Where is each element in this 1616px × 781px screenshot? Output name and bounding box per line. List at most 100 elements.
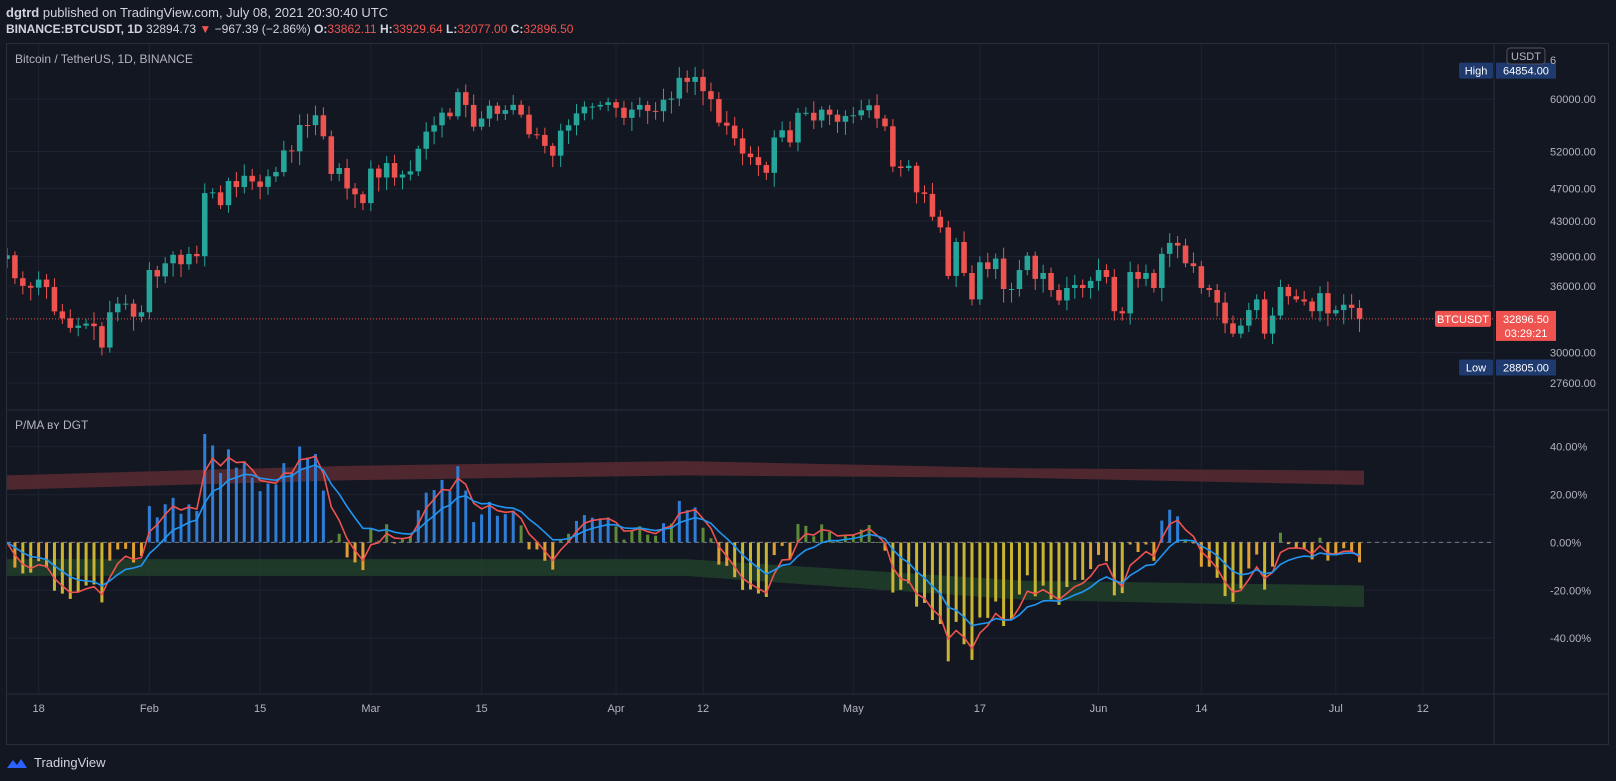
- candle: [858, 99, 865, 121]
- pma-histogram-bar: [1057, 542, 1061, 605]
- candle-body: [328, 136, 335, 174]
- candle: [194, 245, 200, 264]
- candle-body: [779, 130, 785, 138]
- candle: [795, 108, 801, 152]
- candle: [1008, 282, 1015, 303]
- candle-body: [1048, 272, 1054, 291]
- publisher-name[interactable]: dgtrd: [6, 5, 40, 20]
- candle-body: [1111, 276, 1118, 312]
- candle: [850, 107, 857, 124]
- chart-frame[interactable]: 60000.00 52000.00 47000.00 43000.00 39000.00…: [6, 43, 1609, 745]
- pma-histogram-bar: [337, 533, 341, 543]
- candle: [328, 130, 335, 181]
- pma-histogram-bar: [741, 542, 745, 590]
- candle: [882, 114, 888, 132]
- candle-body: [383, 163, 390, 178]
- pma-histogram-bar: [1286, 542, 1290, 545]
- candle: [629, 101, 635, 131]
- tradingview-logo-icon[interactable]: [6, 756, 28, 770]
- candle-body: [1301, 299, 1307, 302]
- candle: [146, 262, 153, 319]
- candle: [304, 113, 311, 138]
- pma-histogram-bar: [606, 517, 610, 543]
- candle-body: [1087, 280, 1094, 288]
- candle: [866, 99, 872, 118]
- pma-histogram-bar: [448, 491, 452, 543]
- candle-body: [1119, 311, 1126, 314]
- candle-body: [803, 112, 809, 114]
- candle-body: [391, 163, 398, 178]
- candle: [352, 183, 358, 208]
- candle: [281, 140, 287, 177]
- publish-info: dgtrd published on TradingView.com, July…: [6, 5, 388, 20]
- pma-histogram-bar: [440, 479, 444, 543]
- pma-histogram-bar: [796, 524, 800, 543]
- candle: [510, 94, 516, 115]
- pma-slow-line: [7, 464, 1360, 627]
- candle: [1127, 261, 1133, 325]
- candle: [1356, 299, 1363, 333]
- candle: [383, 156, 390, 191]
- pma-histogram-bar: [930, 542, 934, 621]
- pma-histogram-bar: [1191, 542, 1195, 544]
- candle-body: [629, 109, 635, 118]
- high-label-box: [1459, 62, 1493, 79]
- candle: [945, 220, 952, 280]
- candle-body: [977, 262, 983, 300]
- pma-histogram-bar: [1128, 542, 1132, 545]
- brand-name[interactable]: TradingView: [34, 755, 106, 770]
- low-value: 32077.00: [457, 22, 508, 36]
- candle: [241, 164, 248, 194]
- low-value-text: 28805.00: [1503, 362, 1549, 374]
- candle-body: [668, 98, 675, 100]
- time-tick-label: 17: [974, 703, 986, 715]
- pma-histogram-bar: [1104, 542, 1108, 562]
- osc-tick-label: 20.00%: [1550, 490, 1588, 502]
- candle-body: [739, 138, 746, 154]
- candle: [486, 100, 493, 127]
- candle-body: [407, 171, 414, 175]
- low-value-box: [1496, 359, 1556, 376]
- candle: [977, 256, 983, 305]
- candle-body: [154, 270, 161, 277]
- candle-body: [992, 258, 999, 270]
- price-tick-label: 43000.00: [1550, 216, 1596, 228]
- candle: [154, 265, 161, 289]
- candle-body: [470, 104, 477, 127]
- pma-histogram-bar: [1168, 509, 1172, 543]
- candle: [431, 116, 437, 145]
- candle: [20, 271, 26, 295]
- pma-histogram-bar: [843, 534, 847, 543]
- pma-histogram-bar: [408, 535, 412, 543]
- candle-body: [1214, 290, 1220, 303]
- candle: [953, 237, 959, 288]
- candle: [1222, 292, 1228, 334]
- pma-histogram-bar: [646, 534, 650, 543]
- pma-histogram-bar: [780, 542, 784, 546]
- pma-histogram-bar: [1176, 516, 1180, 543]
- candle: [1119, 307, 1126, 321]
- pma-histogram-bar: [899, 542, 903, 590]
- chart-svg[interactable]: 60000.00 52000.00 47000.00 43000.00 39000.00…: [7, 44, 1608, 744]
- pma-histogram-bar: [21, 542, 25, 574]
- candle-body: [621, 107, 627, 118]
- pma-histogram-bar: [677, 500, 681, 543]
- candle-body: [122, 303, 129, 305]
- pma-histogram-bar: [92, 542, 96, 585]
- candle-body: [1182, 245, 1189, 264]
- pma-histogram-bar: [1010, 542, 1014, 620]
- pma-histogram-bar: [883, 542, 887, 551]
- candle: [842, 110, 849, 135]
- pma-histogram-bar: [139, 542, 143, 556]
- candle: [913, 162, 920, 204]
- candle: [75, 317, 81, 337]
- pma-histogram-bar: [638, 526, 642, 543]
- candle: [186, 246, 192, 270]
- candle-body: [644, 104, 651, 111]
- pma-histogram-bar: [1041, 542, 1045, 586]
- pma-histogram-bar: [970, 542, 974, 660]
- candle-body: [542, 134, 548, 146]
- pma-histogram-bar: [400, 539, 404, 543]
- candle-body: [1253, 299, 1260, 311]
- candle-body: [439, 112, 445, 126]
